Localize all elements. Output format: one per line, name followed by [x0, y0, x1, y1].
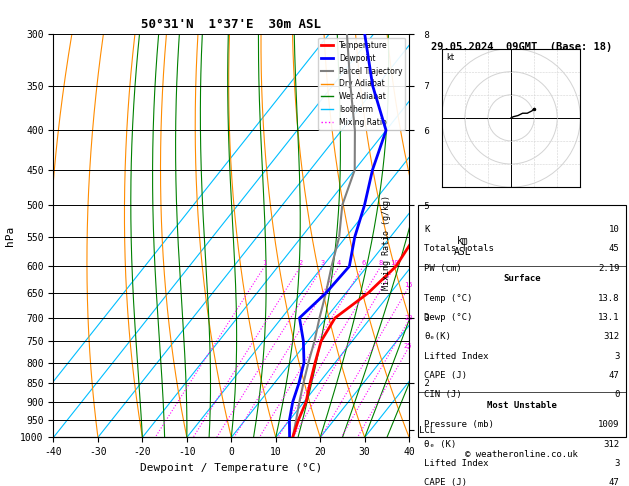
Text: 47: 47: [609, 478, 620, 486]
Text: 3: 3: [615, 352, 620, 361]
Text: Dewp (°C): Dewp (°C): [424, 313, 472, 322]
Text: kt: kt: [447, 53, 455, 62]
Text: 1009: 1009: [598, 420, 620, 429]
Text: 2: 2: [299, 260, 303, 266]
X-axis label: Dewpoint / Temperature (°C): Dewpoint / Temperature (°C): [140, 463, 323, 473]
Text: 1: 1: [262, 260, 267, 266]
Text: Surface: Surface: [503, 274, 540, 283]
Text: K: K: [424, 225, 429, 234]
Text: 3: 3: [615, 459, 620, 468]
Text: 8: 8: [379, 260, 383, 266]
Y-axis label: hPa: hPa: [4, 226, 14, 246]
Text: 2.19: 2.19: [598, 263, 620, 273]
Text: 29.05.2024  09GMT  (Base: 18): 29.05.2024 09GMT (Base: 18): [431, 42, 613, 52]
Text: 20: 20: [404, 315, 413, 321]
Bar: [418, 206, 626, 437]
Text: 3: 3: [321, 260, 325, 266]
Text: 312: 312: [603, 440, 620, 449]
Text: 25: 25: [404, 343, 413, 348]
Text: θₑ(K): θₑ(K): [424, 332, 451, 341]
Legend: Temperature, Dewpoint, Parcel Trajectory, Dry Adiabat, Wet Adiabat, Isotherm, Mi: Temperature, Dewpoint, Parcel Trajectory…: [318, 38, 405, 130]
Text: θₑ (K): θₑ (K): [424, 440, 456, 449]
Text: CAPE (J): CAPE (J): [424, 371, 467, 380]
Text: Pressure (mb): Pressure (mb): [424, 420, 494, 429]
Text: 13.1: 13.1: [598, 313, 620, 322]
Text: © weatheronline.co.uk: © weatheronline.co.uk: [465, 450, 578, 458]
Title: 50°31'N  1°37'E  30m ASL: 50°31'N 1°37'E 30m ASL: [142, 18, 321, 32]
Text: 4: 4: [337, 260, 342, 266]
Text: PW (cm): PW (cm): [424, 263, 462, 273]
Text: 10: 10: [391, 260, 399, 266]
Text: Lifted Index: Lifted Index: [424, 352, 488, 361]
Text: CIN (J): CIN (J): [424, 390, 462, 399]
Text: 10: 10: [609, 225, 620, 234]
Text: Most Unstable: Most Unstable: [487, 401, 557, 410]
Text: 15: 15: [404, 282, 413, 288]
Text: CAPE (J): CAPE (J): [424, 478, 467, 486]
Text: Totals Totals: Totals Totals: [424, 244, 494, 253]
Text: 45: 45: [609, 244, 620, 253]
Text: 0: 0: [615, 390, 620, 399]
Y-axis label: km
ASL: km ASL: [454, 236, 472, 257]
Text: 13.8: 13.8: [598, 294, 620, 303]
Text: 47: 47: [609, 371, 620, 380]
Text: Lifted Index: Lifted Index: [424, 459, 488, 468]
Text: 312: 312: [603, 332, 620, 341]
Text: Temp (°C): Temp (°C): [424, 294, 472, 303]
Text: Mixing Ratio (g/kg): Mixing Ratio (g/kg): [382, 195, 391, 291]
Text: 6: 6: [361, 260, 365, 266]
